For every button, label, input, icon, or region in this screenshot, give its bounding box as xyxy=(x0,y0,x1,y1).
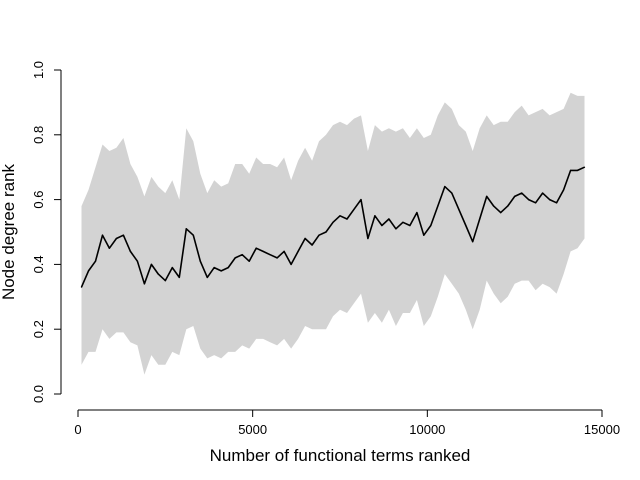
data-point xyxy=(318,234,320,236)
confidence-band-layer xyxy=(81,92,585,375)
data-point xyxy=(563,189,565,191)
data-point xyxy=(472,241,474,243)
y-tick-label: 0.6 xyxy=(31,191,46,209)
data-point xyxy=(549,199,551,201)
x-axis: 0 5000 10000 15000 xyxy=(74,409,620,437)
data-point xyxy=(583,166,586,168)
data-point xyxy=(416,212,418,214)
data-point xyxy=(269,254,271,256)
data-point xyxy=(87,270,90,272)
data-point xyxy=(556,202,558,204)
confidence-band xyxy=(81,92,585,375)
data-point xyxy=(528,199,530,201)
data-point xyxy=(332,221,334,223)
data-point xyxy=(290,263,292,265)
data-point xyxy=(339,215,341,217)
data-point xyxy=(395,228,397,230)
y-tick-label: 1.0 xyxy=(31,61,46,79)
data-point xyxy=(576,169,579,171)
data-point xyxy=(164,280,166,282)
x-tick-label: 10000 xyxy=(409,422,445,437)
data-point xyxy=(451,192,453,194)
data-line-layer xyxy=(80,166,586,288)
data-point xyxy=(437,205,439,207)
data-point xyxy=(101,234,104,236)
data-point xyxy=(143,283,145,285)
y-tick-label: 0.8 xyxy=(31,126,46,144)
data-point xyxy=(157,273,159,275)
data-point xyxy=(234,257,236,259)
data-point xyxy=(304,237,306,240)
data-point xyxy=(521,192,523,194)
data-point xyxy=(535,202,537,204)
data-point xyxy=(213,267,215,269)
y-tick-label: 0.0 xyxy=(31,385,46,403)
data-point xyxy=(283,250,285,252)
x-tick-label: 5000 xyxy=(238,422,267,437)
data-point xyxy=(297,250,299,252)
x-tick-label: 0 xyxy=(74,422,81,437)
data-point xyxy=(129,250,131,252)
data-point xyxy=(507,205,509,207)
data-point xyxy=(353,208,355,210)
data-point xyxy=(220,270,222,272)
y-tick-label: 0.2 xyxy=(31,320,46,338)
data-point xyxy=(171,267,173,269)
data-point xyxy=(227,267,229,269)
data-point xyxy=(367,237,369,240)
data-point xyxy=(493,205,495,207)
data-point xyxy=(192,234,194,236)
data-point xyxy=(458,208,460,210)
data-point xyxy=(185,228,187,230)
data-point xyxy=(542,192,544,194)
data-point xyxy=(514,195,516,197)
data-point xyxy=(311,244,313,246)
x-axis-title: Number of functional terms ranked xyxy=(210,446,471,465)
data-point xyxy=(325,231,327,233)
data-point xyxy=(248,260,250,262)
data-point xyxy=(276,257,278,259)
data-point xyxy=(479,218,481,220)
y-tick-label: 0.4 xyxy=(31,255,46,273)
data-point xyxy=(465,224,467,227)
data-point xyxy=(255,247,257,249)
data-point xyxy=(94,260,97,262)
data-point xyxy=(136,260,138,262)
data-point xyxy=(444,186,446,188)
data-point xyxy=(402,221,404,223)
data-point xyxy=(178,276,180,278)
data-point xyxy=(108,247,110,249)
data-point xyxy=(374,215,376,217)
data-point xyxy=(206,276,208,278)
data-point xyxy=(486,195,488,197)
data-point xyxy=(199,260,201,262)
data-point xyxy=(409,224,411,227)
data-point xyxy=(122,234,124,236)
data-point xyxy=(430,224,432,227)
data-point xyxy=(388,218,390,220)
data-point xyxy=(346,218,348,220)
data-point xyxy=(423,234,425,236)
x-tick-label: 15000 xyxy=(584,422,620,437)
data-point xyxy=(115,237,117,240)
data-point xyxy=(360,199,362,201)
data-point xyxy=(500,212,502,214)
data-point xyxy=(570,169,572,171)
data-point xyxy=(80,286,83,288)
y-axis: 0.0 0.2 0.4 0.6 0.8 1.0 xyxy=(31,61,62,403)
data-point xyxy=(150,263,152,265)
data-point xyxy=(241,254,243,256)
data-point xyxy=(262,250,264,252)
y-axis-title: Node degree rank xyxy=(0,163,18,300)
data-point xyxy=(381,224,383,227)
